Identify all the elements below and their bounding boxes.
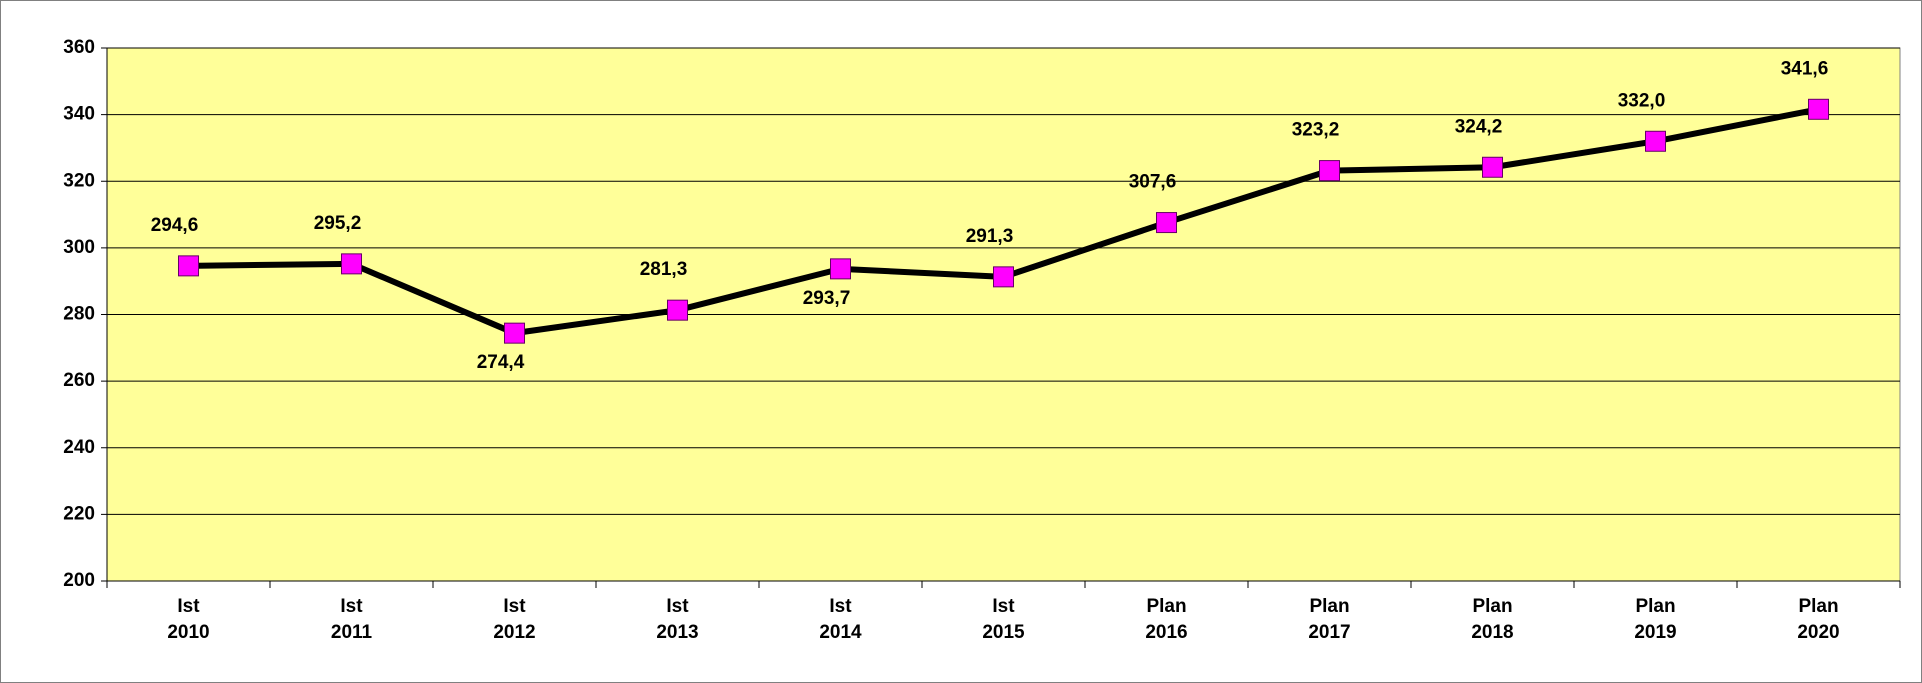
x-tick-label: Ist [503, 596, 526, 617]
marker [341, 253, 362, 275]
x-tick-label: 2020 [1797, 622, 1839, 643]
x-tick-label: Ist [666, 596, 689, 617]
x-tick-label: Ist [992, 596, 1015, 617]
marker [1482, 156, 1503, 178]
y-tick-label: 260 [63, 370, 95, 391]
data-label: 332,0 [1618, 90, 1666, 111]
marker [1319, 160, 1340, 182]
marker [1645, 130, 1666, 152]
marker [993, 266, 1014, 288]
y-tick-label: 320 [63, 170, 95, 191]
x-tick-label: 2013 [656, 622, 698, 643]
x-tick-label: Plan [1635, 596, 1675, 617]
x-tick-label: Plan [1472, 596, 1512, 617]
data-label: 281,3 [640, 259, 688, 280]
data-label: 341,6 [1781, 58, 1829, 79]
y-tick-label: 240 [63, 437, 95, 458]
data-label: 291,3 [966, 226, 1014, 247]
x-tick-label: 2016 [1145, 622, 1187, 643]
data-label: 274,4 [477, 352, 525, 373]
marker [830, 258, 851, 280]
data-label: 307,6 [1129, 172, 1177, 193]
x-tick-label: 2019 [1634, 622, 1676, 643]
x-tick-label: 2014 [819, 622, 862, 643]
data-label: 293,7 [803, 288, 851, 309]
y-tick-label: 300 [63, 237, 95, 258]
x-tick-label: Ist [340, 596, 363, 617]
x-tick-label: Plan [1146, 596, 1186, 617]
marker [178, 255, 199, 277]
data-label: 324,2 [1455, 116, 1503, 137]
marker [1156, 212, 1177, 234]
x-tick-label: 2010 [167, 622, 209, 643]
y-tick-label: 360 [63, 37, 95, 58]
x-tick-label: 2018 [1471, 622, 1513, 643]
x-tick-label: Plan [1798, 596, 1838, 617]
x-tick-label: Ist [177, 596, 200, 617]
x-tick-label: 2012 [493, 622, 535, 643]
data-label: 295,2 [314, 213, 362, 234]
y-tick-label: 340 [63, 104, 95, 125]
y-tick-label: 220 [63, 503, 95, 524]
marker [504, 322, 525, 344]
x-tick-label: Plan [1309, 596, 1349, 617]
x-tick-label: Ist [829, 596, 852, 617]
x-tick-label: 2011 [331, 622, 373, 643]
y-tick-label: 200 [63, 570, 95, 591]
y-tick-label: 280 [63, 304, 95, 325]
x-tick-label: 2017 [1308, 622, 1350, 643]
data-label: 323,2 [1292, 120, 1340, 141]
marker [1808, 98, 1829, 120]
marker [667, 299, 688, 321]
data-label: 294,6 [151, 215, 199, 236]
x-tick-label: 2015 [982, 622, 1025, 643]
